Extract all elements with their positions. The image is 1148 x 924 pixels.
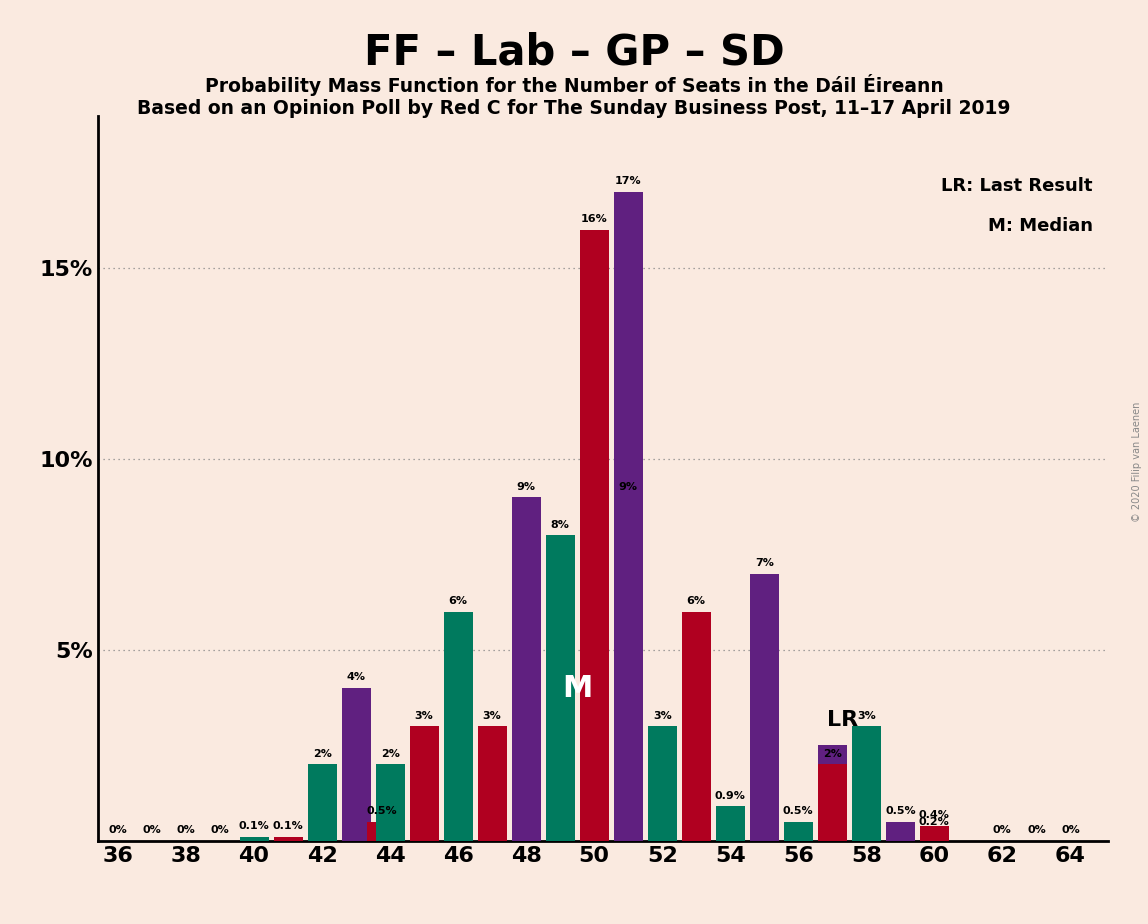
Bar	[410, 726, 439, 841]
Text: 0.1%: 0.1%	[273, 821, 303, 832]
Bar	[342, 688, 371, 841]
Bar	[308, 764, 336, 841]
Bar	[512, 497, 541, 841]
Text: 0%: 0%	[1027, 825, 1046, 835]
Bar	[784, 821, 813, 841]
Text: 7%: 7%	[755, 558, 774, 568]
Text: 17%: 17%	[615, 176, 642, 186]
Bar	[273, 837, 303, 841]
Text: 8%: 8%	[551, 519, 569, 529]
Bar	[614, 497, 643, 841]
Bar	[852, 726, 881, 841]
Bar	[817, 746, 847, 841]
Text: Based on an Opinion Poll by Red C for The Sunday Business Post, 11–17 April 2019: Based on an Opinion Poll by Red C for Th…	[138, 99, 1010, 118]
Text: 0.5%: 0.5%	[366, 806, 397, 816]
Text: 0%: 0%	[109, 825, 127, 835]
Bar	[580, 230, 608, 841]
Text: 0%: 0%	[142, 825, 162, 835]
Bar	[682, 612, 711, 841]
Text: M: Median: M: Median	[987, 217, 1093, 235]
Text: 0.2%: 0.2%	[918, 818, 949, 828]
Text: Probability Mass Function for the Number of Seats in the Dáil Éireann: Probability Mass Function for the Number…	[204, 74, 944, 96]
Text: 16%: 16%	[581, 214, 607, 225]
Text: 0.9%: 0.9%	[715, 791, 746, 801]
Bar	[817, 764, 847, 841]
Text: LR: LR	[827, 711, 858, 730]
Text: 2%: 2%	[823, 748, 841, 759]
Text: LR: Last Result: LR: Last Result	[941, 177, 1093, 195]
Text: FF – Lab – GP – SD: FF – Lab – GP – SD	[364, 31, 784, 73]
Text: 0%: 0%	[177, 825, 195, 835]
Text: 9%: 9%	[517, 481, 536, 492]
Text: 0%: 0%	[1061, 825, 1080, 835]
Text: 9%: 9%	[619, 481, 637, 492]
Bar	[920, 825, 948, 841]
Bar	[886, 821, 915, 841]
Text: 3%: 3%	[483, 711, 502, 721]
Bar	[478, 726, 506, 841]
Bar	[750, 574, 778, 841]
Text: 6%: 6%	[687, 596, 706, 606]
Bar	[443, 612, 473, 841]
Text: 4%: 4%	[347, 673, 365, 683]
Text: 3%: 3%	[653, 711, 672, 721]
Text: © 2020 Filip van Laenen: © 2020 Filip van Laenen	[1132, 402, 1142, 522]
Text: 0.5%: 0.5%	[783, 806, 814, 816]
Bar	[647, 726, 676, 841]
Text: 0.5%: 0.5%	[885, 806, 916, 816]
Bar	[920, 833, 948, 841]
Text: 2%: 2%	[381, 748, 400, 759]
Text: 6%: 6%	[449, 596, 467, 606]
Bar	[614, 192, 643, 841]
Text: 0.1%: 0.1%	[239, 821, 270, 832]
Bar	[240, 837, 269, 841]
Text: 0%: 0%	[993, 825, 1011, 835]
Bar	[367, 821, 396, 841]
Text: 3%: 3%	[414, 711, 434, 721]
Text: 0%: 0%	[211, 825, 230, 835]
Bar	[375, 764, 404, 841]
Text: M: M	[563, 674, 592, 702]
Text: 2%: 2%	[312, 748, 332, 759]
Text: 0.4%: 0.4%	[918, 809, 949, 820]
Bar	[716, 807, 745, 841]
Bar	[545, 535, 575, 841]
Text: 3%: 3%	[856, 711, 876, 721]
